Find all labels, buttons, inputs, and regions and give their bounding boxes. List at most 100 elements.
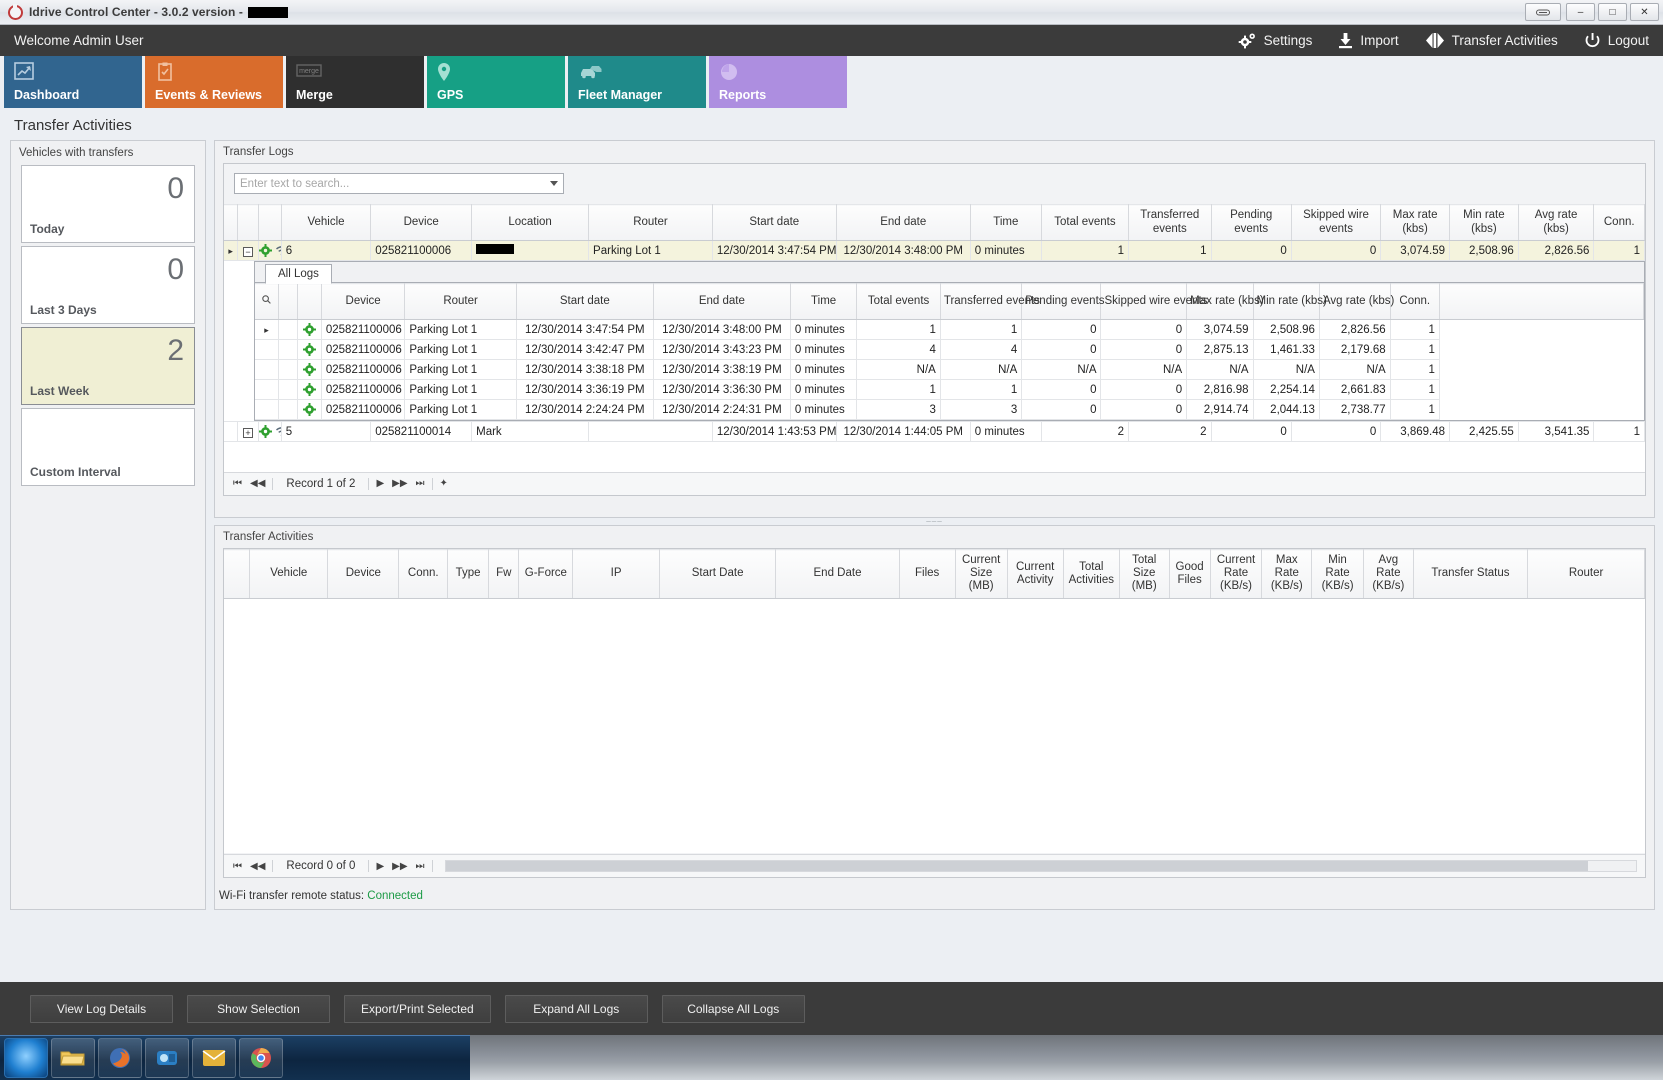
th-detail-skipped-wire-events[interactable]: Skipped wire events	[1100, 283, 1207, 320]
module-tab-fleet-manager[interactable]: Fleet Manager	[568, 56, 706, 108]
th-ta-avg-rate[interactable]: Avg Rate (KB/s)	[1363, 549, 1414, 599]
module-tab-gps[interactable]: GPS	[427, 56, 565, 108]
th-ta-current-size[interactable]: Current Size (MB)	[955, 549, 1008, 599]
th-start-date[interactable]: Start date	[712, 204, 837, 241]
th-ta-vehicle[interactable]: Vehicle	[249, 549, 329, 599]
th-ta-transfer-status[interactable]: Transfer Status	[1413, 549, 1529, 599]
scrollbar-thumb[interactable]	[445, 861, 1589, 871]
table-row[interactable]: + 5 025821100014 Mark 12/30/2014 1:43:53…	[224, 421, 1645, 442]
th-ta-start-date[interactable]: Start Date	[659, 549, 777, 599]
taskbar-outlook-icon[interactable]	[192, 1038, 236, 1078]
module-tab-merge[interactable]: merge Merge	[286, 56, 424, 108]
menu-logout[interactable]: Logout	[1584, 32, 1649, 49]
ta-pager-last-button[interactable]: ⏭	[415, 860, 425, 872]
taskbar-chrome-icon[interactable]	[239, 1038, 283, 1078]
collapse-row-button[interactable]: −	[243, 246, 254, 257]
th-skipped-wire-events[interactable]: Skipped wire events	[1291, 204, 1382, 241]
show-selection-button[interactable]: Show Selection	[187, 994, 330, 1023]
ta-pager-first-button[interactable]: ⏮	[233, 860, 242, 872]
th-min-rate[interactable]: Min rate (kbs)	[1449, 204, 1519, 241]
th-ta-current-rate[interactable]: Current Rate (KB/s)	[1210, 549, 1263, 599]
th-ta-gforce[interactable]: G-Force	[518, 549, 574, 599]
th-detail-end-date[interactable]: End date	[653, 283, 791, 320]
maximize-button[interactable]: □	[1598, 3, 1627, 21]
th-vehicle[interactable]: Vehicle	[281, 204, 372, 241]
start-orb[interactable]	[4, 1038, 48, 1078]
th-detail-min-rate[interactable]: Min rate (kbs)	[1253, 283, 1327, 320]
th-ta-max-rate[interactable]: Max Rate (KB/s)	[1261, 549, 1313, 599]
table-row[interactable]: 025821100006 Parking Lot 1 12/30/2014 3:…	[255, 379, 1643, 400]
module-tab-events-reviews[interactable]: Events & Reviews	[145, 56, 283, 108]
th-ta-total-size[interactable]: Total Size (MB)	[1119, 549, 1170, 599]
th-detail-search[interactable]	[255, 283, 280, 320]
th-detail-time[interactable]: Time	[790, 283, 858, 320]
expand-row-button[interactable]: +	[243, 427, 254, 438]
pager-last-button[interactable]: ⏭	[415, 478, 425, 489]
sidebar-card-today[interactable]: 0 Today	[21, 165, 195, 243]
collapse-all-logs-button[interactable]: Collapse All Logs	[661, 994, 805, 1023]
th-time[interactable]: Time	[970, 204, 1042, 241]
th-avg-rate[interactable]: Avg rate (kbs)	[1518, 204, 1595, 241]
th-ta-conn[interactable]: Conn.	[398, 549, 449, 599]
th-location[interactable]: Location	[471, 204, 590, 241]
chevron-down-icon[interactable]	[550, 181, 558, 186]
table-row[interactable]: ▸ − 6 025821100006	[224, 240, 1645, 261]
th-detail-device[interactable]: Device	[321, 283, 406, 320]
pager-prev-button[interactable]: ◀◀	[250, 478, 266, 489]
pager-first-button[interactable]: ⏮	[233, 478, 242, 489]
th-ta-good-files[interactable]: Good Files	[1169, 549, 1211, 599]
th-ta-current-activity[interactable]: Current Activity	[1007, 549, 1064, 599]
ta-pager-next-button[interactable]: ▶	[376, 860, 385, 872]
help-button[interactable]	[1525, 3, 1561, 21]
expand-all-logs-button[interactable]: Expand All Logs	[504, 994, 648, 1023]
th-end-date[interactable]: End date	[836, 204, 971, 241]
pager-add-button[interactable]: ✦	[439, 478, 448, 489]
th-ta-device[interactable]: Device	[327, 549, 400, 599]
table-row[interactable]: 025821100006 Parking Lot 1 12/30/2014 2:…	[255, 399, 1643, 420]
th-detail-total-events[interactable]: Total events	[856, 283, 941, 320]
th-ta-total-activities[interactable]: Total Activities	[1063, 549, 1120, 599]
taskbar-firefox-icon[interactable]	[98, 1038, 142, 1078]
th-total-events[interactable]: Total events	[1041, 204, 1130, 241]
th-transferred-events[interactable]: Transferred events	[1128, 204, 1212, 241]
th-ta-min-rate[interactable]: Min Rate (KB/s)	[1311, 549, 1364, 599]
table-row[interactable]: 025821100006 Parking Lot 1 12/30/2014 3:…	[255, 339, 1643, 360]
th-detail-start-date[interactable]: Start date	[516, 283, 654, 320]
th-ta-end-date[interactable]: End Date	[775, 549, 900, 599]
export-print-selected-button[interactable]: Export/Print Selected	[344, 994, 491, 1023]
menu-transfer-activities[interactable]: Transfer Activities	[1425, 32, 1558, 49]
th-detail-conn[interactable]: Conn.	[1390, 283, 1440, 320]
th-ta-fw[interactable]: Fw	[488, 549, 520, 599]
menu-import[interactable]: Import	[1338, 32, 1399, 49]
sidebar-card-last-3-days[interactable]: 0 Last 3 Days	[21, 246, 195, 324]
close-button[interactable]: ✕	[1630, 3, 1659, 21]
module-tab-reports[interactable]: Reports	[709, 56, 847, 108]
panel-splitter[interactable]: ⎯⎯⎯	[926, 516, 943, 526]
pager-forward-button[interactable]: ▶▶	[392, 478, 408, 489]
th-detail-pending-events[interactable]: Pending events	[1021, 283, 1105, 320]
th-detail-transferred-events[interactable]: Transferred events	[940, 283, 1040, 320]
th-max-rate[interactable]: Max rate (kbs)	[1380, 204, 1450, 241]
taskbar-idrive-icon[interactable]	[145, 1038, 189, 1078]
horizontal-scrollbar[interactable]	[444, 860, 1637, 872]
th-conn[interactable]: Conn.	[1593, 204, 1645, 241]
table-row[interactable]: 025821100006 Parking Lot 1 12/30/2014 3:…	[255, 359, 1643, 380]
th-pending-events[interactable]: Pending events	[1211, 204, 1292, 241]
table-row[interactable]: ▸ 025821100006 Parking Lo	[255, 319, 1643, 340]
th-ta-files[interactable]: Files	[899, 549, 956, 599]
th-detail-max-rate[interactable]: Max rate (kbs)	[1186, 283, 1264, 320]
th-device[interactable]: Device	[370, 204, 473, 241]
th-detail-avg-rate[interactable]: Avg rate (kbs)	[1319, 283, 1394, 320]
tab-all-logs[interactable]: All Logs	[265, 264, 332, 284]
th-ta-type[interactable]: Type	[447, 549, 490, 599]
sidebar-card-custom-interval[interactable]: Custom Interval	[21, 408, 195, 486]
th-detail-router[interactable]: Router	[404, 283, 517, 320]
module-tab-dashboard[interactable]: Dashboard	[4, 56, 142, 108]
minimize-button[interactable]: –	[1566, 3, 1595, 21]
th-ta-ip[interactable]: IP	[572, 549, 660, 599]
sidebar-card-last-week[interactable]: 2 Last Week	[21, 327, 195, 405]
th-ta-router[interactable]: Router	[1527, 549, 1645, 599]
view-log-details-button[interactable]: View Log Details	[30, 994, 173, 1023]
taskbar-explorer-icon[interactable]	[51, 1038, 95, 1078]
search-input[interactable]: Enter text to search...	[234, 173, 564, 194]
